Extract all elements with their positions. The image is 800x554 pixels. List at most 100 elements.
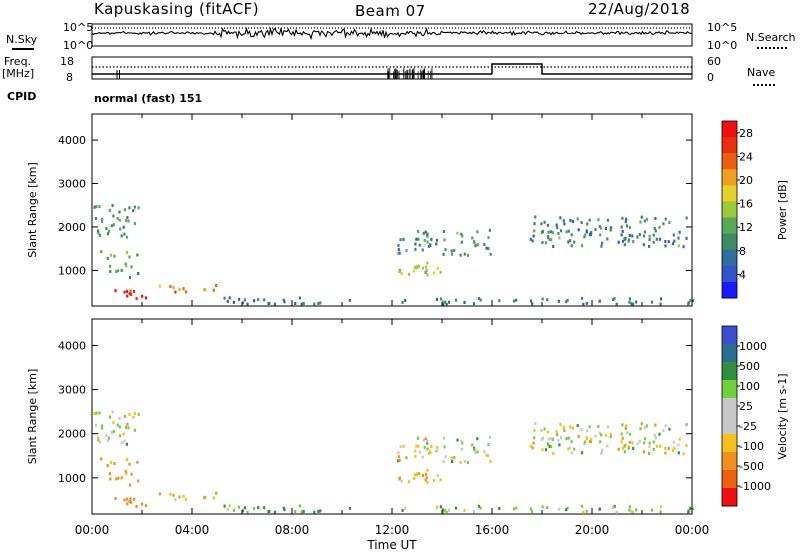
- power-colorbar-label: Power [dB]: [776, 180, 789, 240]
- velocity-colorbar-tick-label: -1000: [739, 480, 771, 493]
- power-cell: [643, 219, 646, 223]
- velocity-cell: [105, 433, 108, 437]
- velocity-cell: [125, 442, 128, 446]
- velocity-cell: [246, 510, 249, 514]
- power-cell: [613, 296, 616, 300]
- power-colorbar-swatch: [722, 121, 737, 138]
- x-tick-label: 08:00: [275, 523, 310, 537]
- velocity-cell: [459, 460, 462, 464]
- velocity-cell: [97, 436, 100, 440]
- y-tick-label: 4000: [58, 339, 86, 352]
- power-cell: [128, 255, 131, 259]
- power-cell: [459, 253, 462, 257]
- velocity-colorbar: [721, 325, 740, 507]
- power-cell: [442, 252, 445, 256]
- velocity-cell: [588, 440, 591, 443]
- velocity-cell: [487, 443, 490, 447]
- velocity-cell: [636, 442, 639, 446]
- velocity-cell: [112, 421, 115, 425]
- velocity-cell: [463, 508, 466, 512]
- velocity-cell: [101, 426, 104, 430]
- velocity-cell: [590, 437, 593, 441]
- power-cell: [101, 217, 104, 221]
- power-cell: [445, 302, 448, 306]
- velocity-cell: [631, 441, 634, 445]
- velocity-cell: [476, 450, 479, 454]
- power-cell: [421, 266, 425, 270]
- power-cell: [541, 229, 544, 233]
- power-cell: [141, 294, 144, 298]
- velocity-cell: [652, 447, 655, 451]
- velocity-cell: [628, 508, 631, 512]
- power-cell: [241, 301, 244, 305]
- power-cell: [631, 234, 634, 238]
- velocity-cell: [132, 415, 135, 419]
- power-cell: [461, 234, 464, 238]
- velocity-colorbar-swatch: [722, 344, 737, 363]
- power-cell: [472, 302, 476, 306]
- velocity-cell: [424, 437, 427, 441]
- velocity-cell: [435, 505, 438, 509]
- velocity-cell: [479, 506, 482, 510]
- power-cell: [531, 239, 534, 243]
- velocity-cell: [348, 506, 351, 510]
- power-cell: [423, 238, 426, 242]
- power-cell: [580, 296, 584, 300]
- power-cell: [638, 233, 641, 237]
- velocity-cell: [417, 436, 420, 440]
- velocity-cell: [532, 441, 535, 445]
- velocity-cell: [136, 460, 139, 464]
- power-cell: [673, 239, 676, 243]
- velocity-cell: [677, 451, 680, 455]
- power-cell: [654, 217, 657, 220]
- power-cell: [569, 218, 572, 222]
- power-cell: [417, 237, 420, 241]
- power-cell: [418, 243, 421, 247]
- velocity-cell: [451, 460, 454, 463]
- power-cell: [652, 240, 655, 244]
- power-cell: [632, 240, 635, 243]
- velocity-cell: [653, 433, 656, 437]
- power-cell: [485, 246, 488, 250]
- power-cell: [118, 210, 121, 214]
- velocity-cell: [544, 448, 548, 452]
- velocity-cell: [512, 507, 516, 511]
- power-cell: [133, 205, 136, 209]
- velocity-cell: [130, 500, 133, 504]
- power-cell: [425, 268, 428, 272]
- power-cell: [439, 297, 442, 301]
- velocity-cell: [567, 447, 570, 451]
- nsearch-tick-high: 10^5: [707, 21, 738, 34]
- power-cell: [623, 243, 626, 247]
- velocity-cell: [621, 436, 624, 440]
- velocity-colorbar-label: Velocity [m s-1]: [776, 373, 789, 459]
- power-cell: [597, 218, 600, 222]
- velocity-colorbar-swatch: [722, 434, 737, 453]
- power-colorbar-tick-label: 4: [739, 268, 746, 281]
- power-cell: [566, 298, 569, 302]
- power-cell: [105, 227, 108, 231]
- power-cell: [119, 227, 122, 231]
- power-cell: [476, 243, 479, 247]
- power-cell: [563, 222, 566, 226]
- power-cell: [111, 203, 114, 207]
- velocity-cell: [112, 429, 115, 433]
- velocity-cell: [601, 448, 604, 452]
- power-cell: [512, 299, 516, 303]
- velocity-cell: [620, 432, 623, 436]
- power-cell: [541, 297, 544, 301]
- power-cell: [106, 256, 109, 260]
- velocity-cell: [546, 430, 549, 434]
- nsky-tick-low: 10^0: [63, 39, 94, 52]
- power-cell: [515, 298, 518, 302]
- power-cell: [570, 244, 573, 248]
- velocity-cell: [585, 437, 588, 441]
- velocity-cell: [664, 424, 667, 428]
- velocity-cell: [120, 441, 123, 445]
- velocity-cell: [613, 504, 616, 508]
- power-cell: [623, 237, 626, 241]
- velocity-cell: [397, 459, 400, 463]
- power-cell: [109, 253, 113, 257]
- velocity-cell: [609, 435, 612, 439]
